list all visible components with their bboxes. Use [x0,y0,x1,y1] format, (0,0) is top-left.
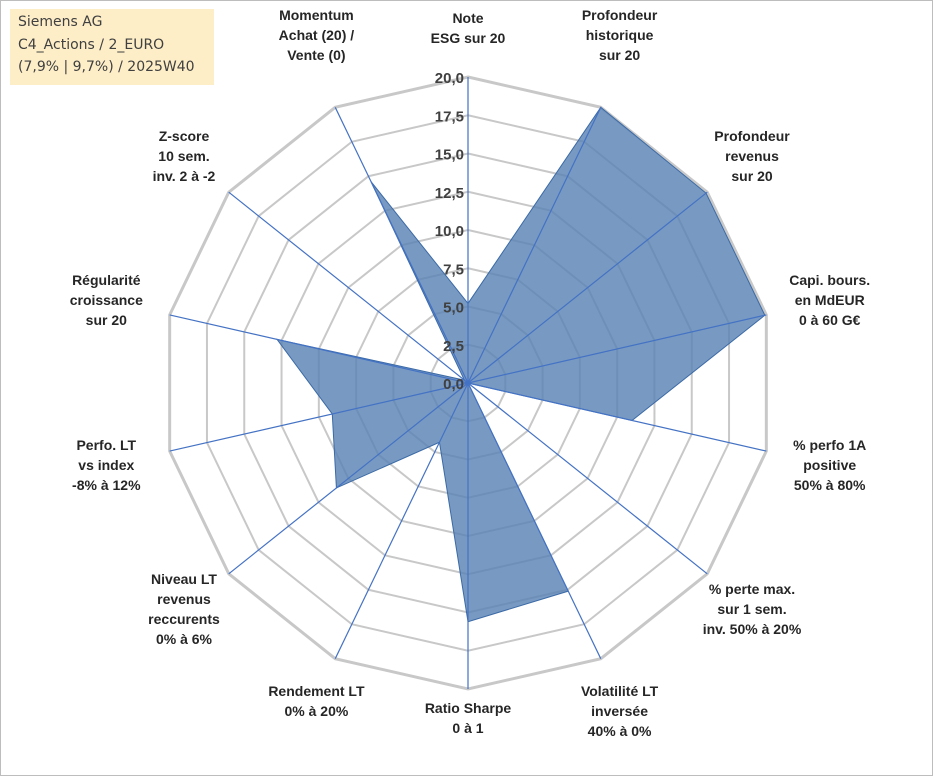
axis-label-0: Note ESG sur 20 [431,10,506,46]
tick-label: 20,0 [435,70,464,87]
axis-label-line: Perfo. LT [76,437,136,453]
axis-label-line: reccurents [148,611,220,627]
tick-label: 15,0 [435,147,464,164]
axis-label-8: Rendement LT 0% à 20% [268,683,365,719]
axis-label-line: Régularité [72,272,141,288]
radar-series-layer [275,106,766,623]
axis-label-line: Vente (0) [287,47,345,63]
axis-label-line: Momentum [279,7,354,23]
axis-label-4: % perfo 1A positive 50% à 80% [793,437,866,493]
spoke-line [467,382,767,452]
tick-label: 5,0 [443,300,464,317]
axis-label-10: Perfo. LT vs index -8% à 12% [72,437,141,493]
axis-label-line: Profondeur [714,128,790,144]
axis-label-line: revenus [157,591,211,607]
axis-label-line: 50% à 80% [794,477,866,493]
radial-tick-labels: 0,0 2,5 5,0 7,5 10,0 12,5 15,0 17,5 20,0 [435,70,464,393]
axis-label-line: inversée [591,703,648,719]
axis-category-labels: Note ESG sur 20 Profondeur historique sur 20… [70,7,870,739]
spoke-line [228,191,469,384]
spoke-line [334,382,469,659]
axis-label-6: Volatilité LT inversée 40% à 0% [581,683,659,739]
axis-label-5: % perte max. sur 1 sem. inv. 50% à 20% [703,581,802,637]
axis-label-line: inv. 50% à 20% [703,621,802,637]
spoke-line [169,314,469,384]
axis-label-line: 0 à 60 G€ [799,312,861,328]
axis-label-line: % perfo 1A [793,437,866,453]
axis-label-line: 40% à 0% [588,723,652,739]
axis-label-7: Ratio Sharpe 0 à 1 [425,700,512,736]
axis-label-line: Ratio Sharpe [425,700,512,716]
axis-label-line: Profondeur [582,7,658,23]
axis-label-line: Note [452,10,483,26]
axis-label-11: Régularité croissance sur 20 [70,272,143,328]
axis-label-line: Achat (20) / [279,27,355,43]
axis-label-12: Z-score 10 sem. inv. 2 à -2 [153,128,216,184]
tick-label: 0,0 [443,376,464,393]
axis-label-line: sur 20 [86,312,127,328]
axis-label-line: 0% à 6% [156,631,213,647]
axis-label-line: 10 sem. [158,148,209,164]
spoke-line [169,382,469,452]
category-line: C4_Actions / 2_EURO [18,36,165,53]
tick-label: 7,5 [443,261,464,278]
axis-label-9: Niveau LT revenus reccurents 0% à 6% [148,571,220,647]
axis-label-line: vs index [78,457,134,473]
tick-label: 10,0 [435,223,464,240]
tick-label: 2,5 [443,338,464,355]
axis-label-line: historique [586,27,654,43]
tick-label: 12,5 [435,185,464,202]
spoke-line [334,107,469,384]
company-name: Siemens AG [18,14,103,30]
spoke-line [228,382,469,575]
axis-label-line: 0 à 1 [452,720,483,736]
stats-line: (7,9% | 9,7%) / 2025W40 [18,59,195,75]
axis-label-line: Niveau LT [151,571,217,587]
axis-label-line: Volatilité LT [581,683,659,699]
axis-label-line: sur 20 [599,47,640,63]
axis-label-line: croissance [70,292,143,308]
spoke-line [467,191,708,384]
radar-spokes [169,77,767,689]
axis-label-line: sur 1 sem. [717,601,786,617]
axis-label-line: 0% à 20% [285,703,349,719]
axis-label-line: Rendement LT [268,683,365,699]
axis-label-line: Z-score [159,128,210,144]
axis-label-line: ESG sur 20 [431,30,506,46]
spoke-line [467,382,602,659]
axis-label-3: Capi. bours. en MdEUR 0 à 60 G€ [789,272,870,328]
axis-label-line: sur 20 [731,168,772,184]
axis-label-2: Profondeur revenus sur 20 [714,128,790,184]
spoke-line [467,107,602,384]
axis-label-1: Profondeur historique sur 20 [582,7,658,63]
spoke-line [467,382,708,575]
axis-label-line: en MdEUR [795,292,865,308]
axis-label-line: positive [803,457,856,473]
axis-label-line: inv. 2 à -2 [153,168,216,184]
axis-label-line: % perte max. [709,581,795,597]
spoke-line [467,314,767,384]
tick-label: 17,5 [435,108,464,125]
axis-label-line: revenus [725,148,779,164]
series-area [275,106,766,623]
axis-label-line: -8% à 12% [72,477,141,493]
axis-label-line: Capi. bours. [789,272,870,288]
axis-label-13: Momentum Achat (20) / Vente (0) [279,7,355,63]
info-box: Siemens AG C4_Actions / 2_EURO (7,9% | 9… [10,9,214,85]
